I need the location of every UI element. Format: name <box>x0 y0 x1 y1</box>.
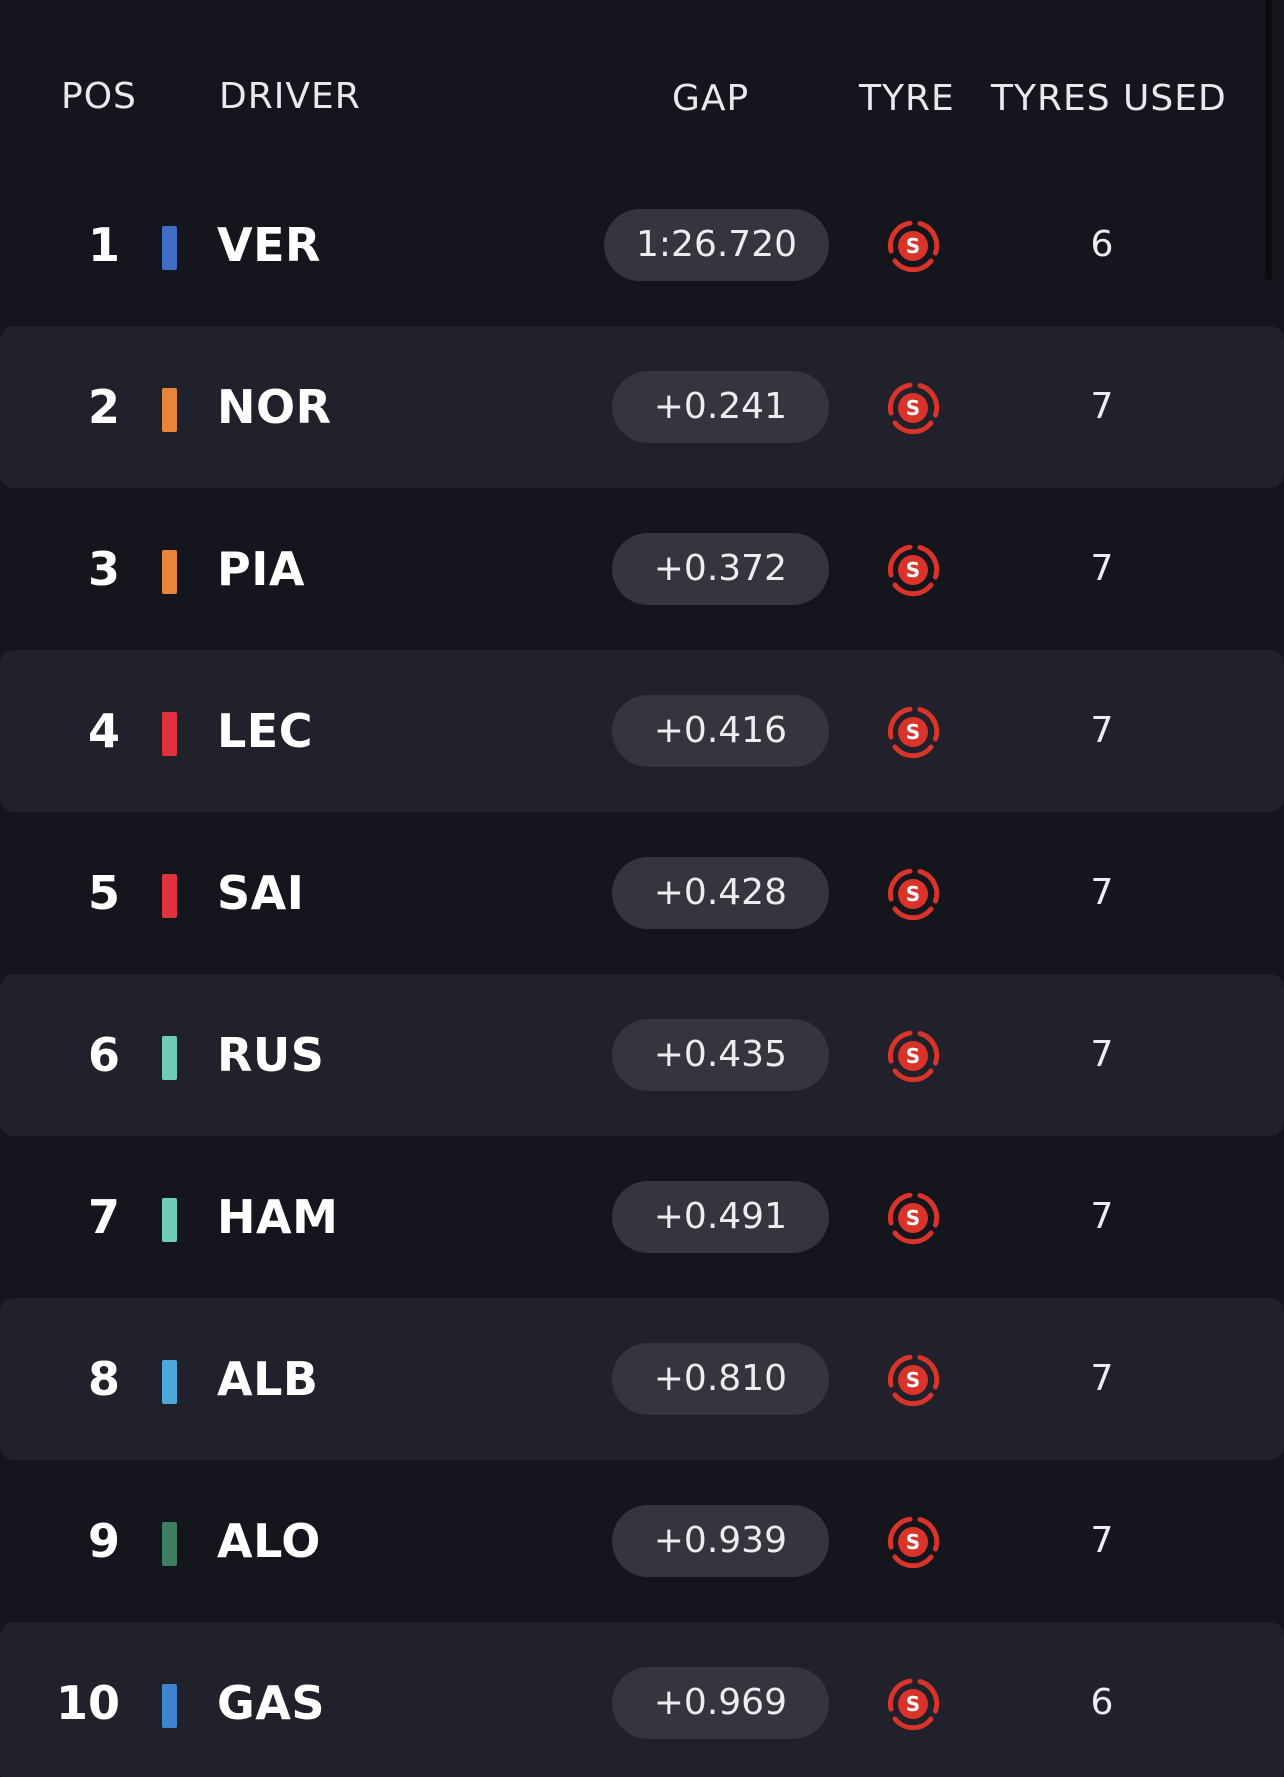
driver-code: GAS <box>217 1676 325 1730</box>
position: 1 <box>87 218 120 272</box>
gap-pill: +0.491 <box>611 1181 829 1253</box>
position: 8 <box>87 1352 120 1406</box>
tyres-used-count: 6 <box>1090 1682 1114 1723</box>
header-pos: POS <box>61 76 137 117</box>
tyres-used-count: 7 <box>1090 710 1114 751</box>
gap-pill: +0.810 <box>611 1343 829 1415</box>
table-row[interactable]: 2 NOR +0.241 S 7 <box>0 326 1284 488</box>
tyres-used-count: 7 <box>1090 1358 1114 1399</box>
table-row[interactable]: 10 GAS +0.969 S 6 <box>0 1622 1284 1777</box>
position: 4 <box>87 704 120 758</box>
team-color-bar <box>162 874 177 918</box>
position: 5 <box>87 866 120 920</box>
tyre-compound-letter: S <box>906 396 920 420</box>
position: 3 <box>87 542 120 596</box>
team-color-bar <box>162 1036 177 1080</box>
gap-pill: +0.428 <box>611 857 829 929</box>
team-color-bar <box>162 388 177 432</box>
table-row[interactable]: 3 PIA +0.372 S 7 <box>0 488 1284 650</box>
driver-code: NOR <box>217 380 332 434</box>
driver-code: RUS <box>217 1028 325 1082</box>
team-color-bar <box>162 550 177 594</box>
driver-code: PIA <box>217 542 305 596</box>
tyre-compound-letter: S <box>906 1044 920 1068</box>
header-gap: GAP <box>672 78 750 119</box>
soft-tyre-icon: S <box>886 705 940 759</box>
soft-tyre-icon: S <box>886 867 940 921</box>
tyres-used-count: 7 <box>1090 386 1114 427</box>
tyres-used-count: 7 <box>1090 872 1114 913</box>
tyre-compound-letter: S <box>906 1206 920 1230</box>
soft-tyre-icon: S <box>886 1515 940 1569</box>
soft-tyre-icon: S <box>886 1677 940 1731</box>
position: 7 <box>87 1190 120 1244</box>
driver-code: ALO <box>217 1514 321 1568</box>
driver-code: HAM <box>217 1190 339 1244</box>
tyres-used-count: 7 <box>1090 548 1114 589</box>
table-row[interactable]: 7 HAM +0.491 S 7 <box>0 1136 1284 1298</box>
team-color-bar <box>162 1360 177 1404</box>
table-row[interactable]: 6 RUS +0.435 S 7 <box>0 974 1284 1136</box>
team-color-bar <box>162 1684 177 1728</box>
gap-pill: +0.435 <box>611 1019 829 1091</box>
gap-pill: +0.939 <box>611 1505 829 1577</box>
team-color-bar <box>162 1198 177 1242</box>
soft-tyre-icon: S <box>886 1191 940 1245</box>
tyre-compound-letter: S <box>906 1530 920 1554</box>
driver-code: SAI <box>217 866 305 920</box>
soft-tyre-icon: S <box>886 1353 940 1407</box>
team-color-bar <box>162 712 177 756</box>
gap-pill: +0.241 <box>611 371 829 443</box>
tyres-used-count: 7 <box>1090 1196 1114 1237</box>
driver-code: LEC <box>217 704 313 758</box>
position: 10 <box>55 1676 120 1730</box>
tyre-compound-letter: S <box>906 234 920 258</box>
team-color-bar <box>162 226 177 270</box>
tyres-used-count: 7 <box>1090 1520 1114 1561</box>
position: 6 <box>87 1028 120 1082</box>
tyre-compound-letter: S <box>906 1368 920 1392</box>
table-row[interactable]: 5 SAI +0.428 S 7 <box>0 812 1284 974</box>
tyre-compound-letter: S <box>906 720 920 744</box>
soft-tyre-icon: S <box>886 219 940 273</box>
header-driver: DRIVER <box>219 76 361 117</box>
table-header: POS DRIVER GAP TYRE TYRES USED <box>0 60 1284 132</box>
gap-pill: 1:26.720 <box>604 209 829 281</box>
soft-tyre-icon: S <box>886 543 940 597</box>
tyres-used-count: 7 <box>1090 1034 1114 1075</box>
table-row[interactable]: 8 ALB +0.810 S 7 <box>0 1298 1284 1460</box>
position: 9 <box>87 1514 120 1568</box>
driver-code: ALB <box>217 1352 319 1406</box>
tyre-compound-letter: S <box>906 558 920 582</box>
table-row[interactable]: 4 LEC +0.416 S 7 <box>0 650 1284 812</box>
scrollbar[interactable] <box>1265 0 1272 280</box>
position: 2 <box>87 380 120 434</box>
gap-pill: +0.416 <box>611 695 829 767</box>
header-tyre: TYRE <box>859 78 955 119</box>
team-color-bar <box>162 1522 177 1566</box>
soft-tyre-icon: S <box>886 381 940 435</box>
standings-list: 1 VER 1:26.720 S 6 2 NOR +0.241 S 7 3 PIA +0.372 S 7 4 L… <box>0 164 1284 1777</box>
header-tyres-used: TYRES USED <box>991 78 1227 119</box>
table-row[interactable]: 1 VER 1:26.720 S 6 <box>0 164 1284 326</box>
tyre-compound-letter: S <box>906 1692 920 1716</box>
gap-pill: +0.969 <box>611 1667 829 1739</box>
gap-pill: +0.372 <box>611 533 829 605</box>
table-row[interactable]: 9 ALO +0.939 S 7 <box>0 1460 1284 1622</box>
tyres-used-count: 6 <box>1090 224 1114 265</box>
tyre-compound-letter: S <box>906 882 920 906</box>
soft-tyre-icon: S <box>886 1029 940 1083</box>
driver-code: VER <box>217 218 321 272</box>
